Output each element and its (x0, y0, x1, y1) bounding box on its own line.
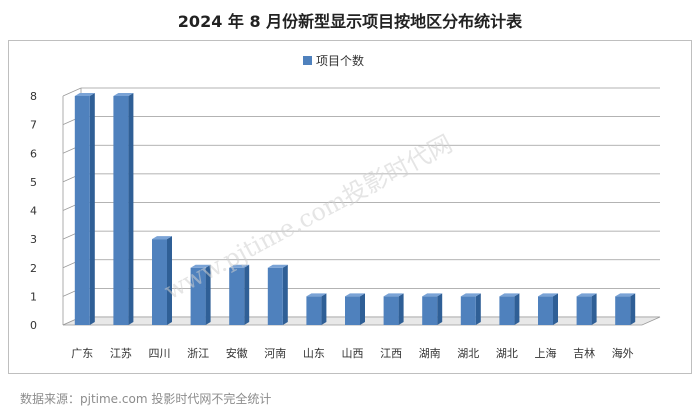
bar-side (630, 293, 636, 325)
source-note: 数据来源：pjtime.com 投影时代网不完全统计 (20, 392, 272, 406)
bar-top (576, 293, 597, 297)
y-tick-label: 8 (30, 90, 37, 103)
bar-side (282, 264, 288, 325)
bar-side (437, 293, 443, 325)
bar-side (89, 93, 95, 325)
y-axis-ticks: 0 1 2 3 4 5 6 7 8 (30, 90, 37, 332)
x-tick-label: 湖南 (419, 347, 441, 360)
x-tick-label: 江西 (380, 347, 402, 360)
x-tick-label: 海外 (612, 346, 634, 360)
y-tick-label: 4 (30, 205, 37, 218)
bar-top (229, 264, 250, 268)
bar-front (74, 96, 90, 325)
bar-side (475, 293, 481, 325)
x-tick-label: 吉林 (573, 346, 595, 360)
bar-top (113, 93, 134, 96)
bar-front (113, 96, 129, 325)
bar-side (167, 236, 172, 325)
x-tick-label: 河南 (264, 347, 286, 360)
bar-top (422, 293, 443, 297)
bar-front (499, 296, 515, 325)
bar (306, 293, 327, 325)
bar-front (460, 296, 476, 325)
x-tick-label: 山东 (303, 347, 325, 360)
bar (383, 293, 404, 325)
bar-top (345, 293, 365, 297)
bar-top (267, 264, 288, 268)
bar-top (383, 293, 404, 297)
bar-front (229, 267, 245, 325)
y-tick-label: 0 (30, 319, 37, 332)
y-tick-label: 6 (30, 147, 37, 160)
x-tick-label: 湖北 (457, 347, 479, 360)
bar-side (360, 293, 365, 325)
legend: 项目个数 (303, 53, 364, 68)
legend-swatch (303, 56, 312, 65)
bar-side (128, 93, 134, 325)
bar-top (152, 236, 172, 240)
bar (499, 293, 520, 325)
bar-top (74, 93, 95, 96)
bar-front (576, 296, 592, 325)
bar-top (499, 293, 520, 297)
bar-top (615, 293, 636, 297)
bar (152, 236, 172, 325)
bar-side (205, 264, 211, 325)
bar-front (422, 296, 438, 325)
bar-front (190, 267, 206, 325)
grid-depth-line (62, 87, 82, 97)
bar-front (267, 267, 283, 325)
bar-front (383, 296, 399, 325)
x-tick-label: 安徽 (226, 346, 248, 360)
x-tick-label: 湖北 (496, 347, 518, 360)
x-tick-label: 山西 (342, 347, 364, 360)
y-tick-label: 3 (30, 233, 37, 246)
bar (345, 293, 365, 325)
x-tick-label: 浙江 (187, 347, 209, 360)
bars-layer (74, 93, 636, 325)
watermark: www.pjtime.com投影时代网 (160, 130, 457, 306)
chart-frame (8, 40, 692, 374)
bar-side (553, 293, 558, 325)
y-tick-label: 7 (30, 119, 37, 132)
bar (190, 264, 211, 325)
bar-front (345, 296, 360, 325)
bar-side (321, 293, 327, 325)
bar (538, 293, 558, 325)
x-axis-ticks: 广东 江苏 四川 浙江 安徽 河南 山东 山西 江西 湖南 湖北 湖北 上海 吉林 海外 (71, 346, 633, 360)
bar (460, 293, 481, 325)
legend-label: 项目个数 (316, 53, 364, 68)
bar (74, 93, 95, 325)
y-tick-label: 2 (30, 262, 37, 275)
y-tick-label: 5 (30, 176, 37, 189)
bar-front (538, 296, 553, 325)
bar (422, 293, 443, 325)
bar-front (152, 239, 167, 325)
bar-side (244, 264, 250, 325)
x-tick-label: 四川 (149, 347, 171, 360)
bar-front (306, 296, 322, 325)
bar-side (591, 293, 597, 325)
bar (113, 93, 134, 325)
bar (615, 293, 636, 325)
x-tick-label: 广东 (71, 347, 93, 360)
bar-top (538, 293, 558, 297)
bar-top (460, 293, 481, 297)
bar (229, 264, 250, 325)
bar (267, 264, 288, 325)
bar-side (398, 293, 404, 325)
bar-top (306, 293, 327, 297)
x-tick-label: 上海 (535, 346, 557, 360)
y-tick-label: 1 (30, 290, 37, 303)
bar-side (514, 293, 520, 325)
chart-title: 2024 年 8 月份新型显示项目按地区分布统计表 (177, 12, 523, 31)
bar-front (615, 296, 631, 325)
bar-top (190, 264, 211, 268)
x-tick-label: 江苏 (110, 347, 132, 360)
bar (576, 293, 597, 325)
